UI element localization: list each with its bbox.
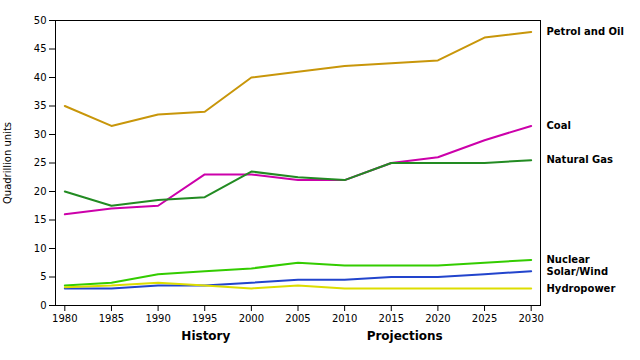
svg-text:10: 10 (34, 243, 47, 254)
svg-text:Petrol and Oil: Petrol and Oil (547, 26, 624, 37)
svg-text:Projections: Projections (367, 329, 443, 343)
svg-text:50: 50 (34, 15, 47, 26)
svg-text:20: 20 (34, 186, 47, 197)
svg-text:1995: 1995 (192, 313, 217, 324)
svg-text:2000: 2000 (239, 313, 264, 324)
svg-text:Coal: Coal (547, 120, 571, 131)
svg-text:30: 30 (34, 129, 47, 140)
svg-text:2010: 2010 (332, 313, 357, 324)
svg-text:1980: 1980 (52, 313, 77, 324)
svg-text:Quadrillion units: Quadrillion units (2, 122, 13, 204)
svg-text:25: 25 (34, 157, 47, 168)
svg-text:2030: 2030 (518, 313, 543, 324)
svg-text:Solar/Wind: Solar/Wind (547, 266, 609, 277)
svg-text:Nuclear: Nuclear (547, 254, 590, 265)
svg-text:2025: 2025 (472, 313, 497, 324)
svg-text:35: 35 (34, 100, 47, 111)
svg-text:5: 5 (40, 271, 46, 282)
svg-text:1985: 1985 (99, 313, 124, 324)
svg-text:40: 40 (34, 72, 47, 83)
svg-text:1990: 1990 (145, 313, 170, 324)
svg-text:0: 0 (40, 300, 46, 311)
svg-text:Hydropower: Hydropower (547, 283, 616, 294)
svg-text:2005: 2005 (285, 313, 310, 324)
svg-text:2015: 2015 (379, 313, 404, 324)
svg-text:2020: 2020 (425, 313, 450, 324)
svg-text:History: History (181, 329, 230, 343)
svg-text:15: 15 (34, 214, 47, 225)
svg-text:Natural Gas: Natural Gas (547, 154, 614, 165)
svg-text:45: 45 (34, 43, 47, 54)
